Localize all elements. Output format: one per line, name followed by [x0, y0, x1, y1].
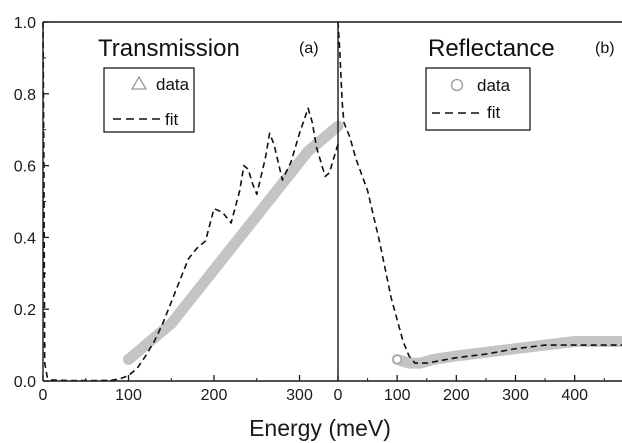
panel-transmission [42, 21, 344, 382]
x-axis-label: Energy (meV) [249, 415, 391, 441]
series-fit-a [42, 21, 339, 382]
series-fit-b [337, 21, 622, 364]
y-tick-label: 0.8 [14, 87, 36, 104]
x-tick-label: 400 [561, 387, 588, 404]
panel-b-tag: (b) [595, 40, 615, 57]
x-tick-label: 300 [502, 387, 529, 404]
legend-a: data fit [103, 67, 195, 133]
x-tick-label: 300 [286, 387, 313, 404]
y-tick-label: 0.0 [14, 374, 36, 391]
y-tick-label: 0.6 [14, 159, 36, 176]
y-axis-ticks: 0.0 0.2 0.4 0.6 0.8 1.0 [14, 15, 49, 391]
legend-a-triangle-icon [130, 75, 148, 90]
x-tick-label: 100 [115, 387, 142, 404]
legend-a-data-label: data [156, 75, 190, 94]
x-tick-label: 0 [334, 387, 343, 404]
y-tick-label: 1.0 [14, 15, 36, 32]
legend-b-circle-icon [450, 78, 464, 92]
series-data-b [391, 336, 622, 369]
legend-a-box [103, 67, 195, 133]
legend-a-fit-label: fit [165, 110, 179, 129]
y-tick-label: 0.2 [14, 302, 36, 319]
panel-a-tag: (a) [299, 40, 319, 57]
legend-b: data fit [425, 67, 531, 131]
data-marker [392, 354, 402, 365]
x-axis-ticks: 0 100 200 300 0 100 200 300 400 [39, 375, 605, 404]
x-tick-label: 200 [201, 387, 228, 404]
series-data-a [123, 120, 344, 365]
panel-reflectance [337, 21, 622, 369]
x-tick-label: 100 [384, 387, 411, 404]
panel-a-title: Transmission [98, 35, 240, 62]
panel-b-title: Reflectance [428, 35, 555, 62]
x-tick-label: 0 [39, 387, 48, 404]
x-tick-label: 200 [443, 387, 470, 404]
legend-b-data-label: data [477, 76, 511, 95]
legend-b-box [425, 67, 531, 131]
y-tick-label: 0.4 [14, 230, 36, 247]
legend-b-fit-label: fit [487, 103, 501, 122]
